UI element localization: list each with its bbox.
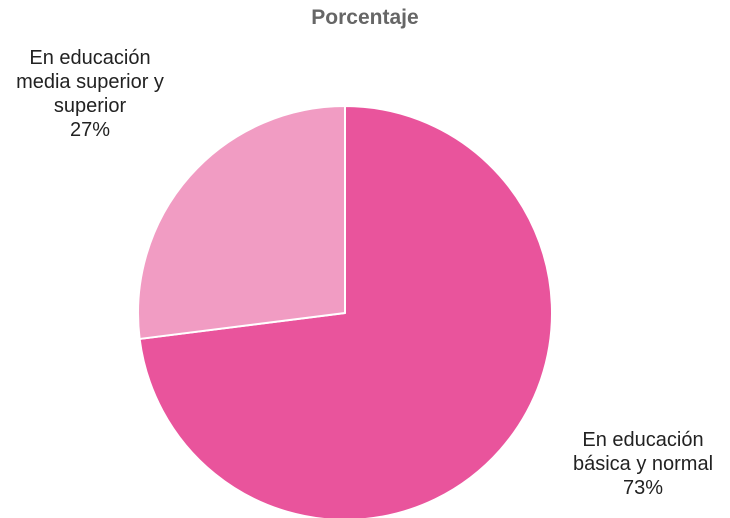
- value-label: 73%: [622, 477, 664, 499]
- value-label: 27%: [69, 119, 111, 141]
- category-label: En educación básica y normal: [572, 429, 714, 475]
- slice-label: En educación básica y normal 73%: [562, 428, 724, 500]
- pie-slice: [137, 105, 346, 340]
- category-label: En educación media superior y superior: [16, 47, 164, 117]
- slice-label: En educación media superior y superior 2…: [9, 46, 171, 142]
- chart-title: Porcentaje: [311, 6, 419, 29]
